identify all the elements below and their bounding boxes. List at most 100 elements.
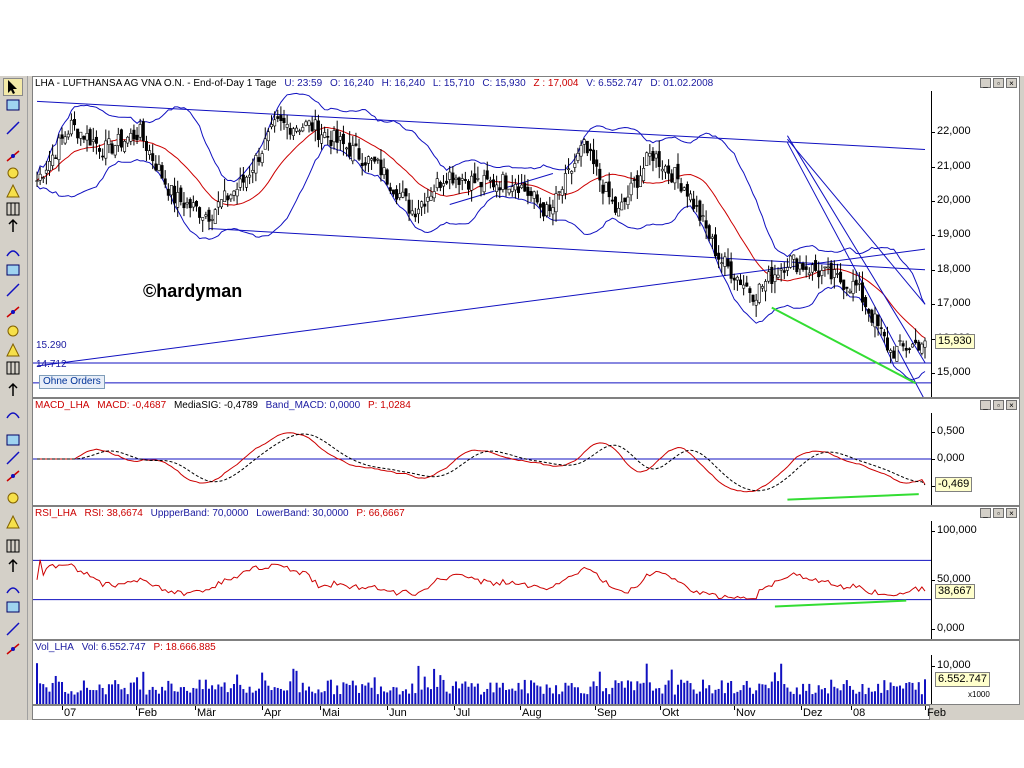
trendline[interactable] (786, 142, 925, 397)
cycle-icon[interactable] (3, 431, 23, 449)
month-tick-mark (660, 706, 661, 710)
candle-body (529, 190, 533, 196)
candle-body (273, 119, 277, 127)
volume-bar (151, 686, 154, 704)
volume-bar (858, 691, 861, 704)
volume-bar (692, 689, 695, 704)
trendline-icon[interactable] (3, 164, 23, 182)
rsi-tick-mark (931, 629, 935, 631)
candle-body (720, 262, 724, 265)
trendline[interactable] (36, 248, 926, 367)
trendline[interactable] (786, 135, 926, 363)
volume-bar (439, 675, 442, 704)
candle-body (579, 145, 583, 157)
up-arrow-icon[interactable] (3, 580, 23, 598)
percent-icon[interactable] (3, 557, 23, 575)
square-icon[interactable] (3, 303, 23, 321)
close-icon[interactable]: × (1006, 78, 1017, 88)
rsi-plot[interactable] (33, 521, 932, 639)
ray-icon[interactable] (3, 182, 23, 200)
arrow-icon[interactable] (3, 537, 23, 555)
trendline[interactable] (787, 138, 926, 305)
restore-icon[interactable]: ▫ (993, 508, 1004, 518)
grid-icon[interactable] (3, 405, 23, 423)
candle-body (889, 349, 893, 353)
volume-bar (501, 682, 504, 704)
line-icon[interactable] (3, 147, 23, 165)
volume-bar (211, 685, 214, 704)
price-plot[interactable]: ©hardyman 15.290 14.712 Ohne Orders (33, 91, 932, 397)
macd-divergence-line[interactable] (787, 493, 919, 501)
regression-icon[interactable] (3, 513, 23, 531)
candle-body (910, 343, 914, 348)
curve-icon[interactable] (3, 281, 23, 299)
ellipse-icon[interactable] (3, 322, 23, 340)
speedlines-icon[interactable] (3, 449, 23, 467)
macd-chart-svg (33, 432, 931, 501)
text-icon[interactable] (3, 620, 23, 638)
month-label-07: 07 (64, 707, 77, 719)
close-icon[interactable]: × (1006, 400, 1017, 410)
vertical-line-icon[interactable] (3, 243, 23, 261)
fibonacci-icon[interactable] (3, 217, 23, 235)
trendline[interactable] (449, 173, 554, 205)
volume-bar (620, 681, 623, 704)
volume-bar (683, 682, 686, 704)
month-tick-mark (520, 706, 521, 710)
volume-bar (873, 691, 876, 704)
minimize-icon[interactable]: _ (980, 508, 991, 518)
candle-body (126, 136, 130, 144)
candle-body (157, 164, 161, 171)
crosshair-icon[interactable] (3, 261, 23, 279)
volume-bar (802, 683, 805, 704)
volume-bar (333, 694, 336, 704)
pointer-icon[interactable] (3, 78, 23, 96)
minimize-icon[interactable]: _ (980, 400, 991, 410)
divergence-line[interactable] (771, 306, 917, 385)
candle-body (570, 171, 574, 174)
volume-bar (173, 691, 176, 704)
candle-body (820, 270, 824, 276)
candle-body (682, 187, 686, 191)
pencil-icon[interactable] (3, 640, 23, 658)
restore-icon[interactable]: ▫ (993, 400, 1004, 410)
candle-body (329, 139, 333, 146)
macd-tick-mark (931, 431, 935, 433)
volume-plot[interactable] (33, 655, 932, 704)
volume-bar (839, 690, 842, 704)
triangle-icon[interactable] (3, 341, 23, 359)
rsi-divergence-line[interactable] (774, 599, 907, 608)
arc-icon[interactable] (3, 467, 23, 485)
rsi-title-upper: UppperBand: 70,0000 (150, 508, 249, 519)
candle-body (366, 156, 370, 164)
channel-icon[interactable] (3, 200, 23, 218)
level-label-upper: 15.290 (36, 340, 67, 351)
down-arrow-icon[interactable] (3, 598, 23, 616)
close-icon[interactable]: × (1006, 508, 1017, 518)
volume-bar (842, 684, 845, 704)
volume-bar (564, 682, 567, 704)
candle-body (657, 151, 661, 167)
minimize-icon[interactable]: _ (980, 78, 991, 88)
volume-bar (833, 686, 836, 704)
volume-bar (764, 684, 767, 704)
volume-bar (317, 689, 320, 704)
candle-body (542, 202, 546, 217)
volume-bar (883, 680, 886, 704)
gann-icon[interactable] (3, 381, 23, 399)
diamond-icon[interactable] (3, 359, 23, 377)
rectangle-icon[interactable] (3, 96, 23, 114)
trendline[interactable] (36, 100, 926, 150)
month-tick-mark (851, 706, 852, 710)
macd-title-p: P: 1,0284 (367, 400, 411, 411)
window-icon[interactable] (3, 119, 23, 137)
text-box-icon[interactable] (3, 489, 23, 507)
candle-body (301, 127, 305, 132)
volume-bar (367, 682, 370, 704)
volume-bar (689, 683, 692, 704)
ohne-orders-button[interactable]: Ohne Orders (39, 375, 105, 389)
volume-bar (404, 689, 407, 704)
trendline[interactable] (208, 228, 926, 271)
restore-icon[interactable]: ▫ (993, 78, 1004, 88)
macd-plot[interactable] (33, 413, 932, 505)
